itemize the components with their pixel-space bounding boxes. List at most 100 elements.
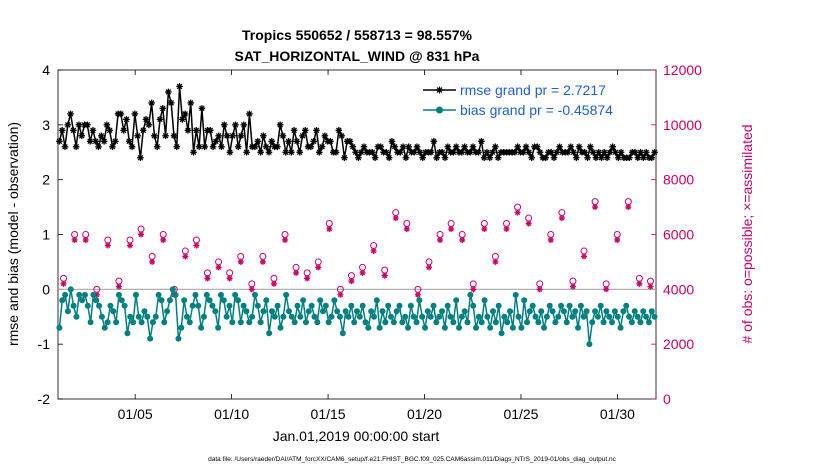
rmse-point (193, 127, 200, 134)
rmse-point (567, 143, 575, 151)
rmse-point (427, 148, 435, 156)
rmse-point-stroke (369, 149, 376, 156)
rmse-point-stroke (84, 122, 91, 128)
rmse-point (458, 148, 466, 156)
rmse-point (142, 116, 150, 123)
rmse-point (584, 154, 591, 162)
rmse-point (86, 137, 94, 145)
bias-point (407, 302, 414, 309)
rmse-point-stroke (196, 143, 202, 150)
obs-assimilated-point (270, 280, 277, 287)
y-left-tick-label: 3 (42, 117, 50, 133)
bias-point (643, 313, 650, 320)
rmse-point-stroke (154, 143, 160, 150)
bias-point (200, 313, 207, 320)
obs-assimilated-point-stroke (227, 275, 233, 281)
bias-point (166, 297, 173, 304)
rmse-point-stroke (350, 143, 356, 150)
bias-point (560, 308, 567, 315)
rmse-point-stroke (347, 138, 353, 145)
bias-point (509, 324, 516, 331)
rmse-point-stroke (567, 143, 574, 150)
rmse-point (162, 132, 169, 140)
obs-assimilated-point-stroke (204, 275, 211, 281)
rmse-point (595, 148, 603, 156)
rmse-point (190, 148, 197, 156)
rmse-point-stroke (514, 143, 521, 150)
rmse-point (111, 137, 119, 145)
bias-point (93, 297, 100, 304)
rmse-point-stroke (316, 149, 323, 156)
rmse-point-stroke (512, 149, 518, 156)
bias-point (339, 330, 346, 337)
bias-point (603, 308, 610, 315)
obs-assimilated-point-stroke (315, 264, 321, 270)
bias-point (592, 308, 599, 315)
rmse-point-stroke (626, 154, 633, 161)
rmse-point-stroke (238, 133, 244, 139)
rmse-point-stroke (584, 154, 591, 161)
rmse-point-stroke (266, 149, 272, 156)
rmse-point (61, 143, 69, 151)
rmse-point (399, 143, 407, 151)
rmse-point (209, 143, 217, 151)
rmse-layer (56, 83, 658, 162)
bias-point (577, 302, 584, 309)
rmse-point (201, 143, 209, 151)
obs-assimilated-point (126, 242, 133, 249)
bias-point (620, 308, 627, 315)
bias-point (359, 302, 366, 309)
bias-point (277, 324, 284, 331)
bias-point (365, 324, 372, 331)
rmse-point-stroke (405, 143, 412, 150)
rmse-point-stroke (338, 133, 345, 139)
legend-bias-marker (436, 106, 443, 114)
bias-point (64, 308, 71, 315)
rmse-point (575, 143, 583, 151)
rmse-point (276, 121, 284, 129)
bias-point (555, 313, 562, 320)
rmse-point (377, 143, 385, 151)
rmse-point-stroke (288, 149, 295, 156)
bias-point (96, 302, 103, 309)
rmse-point (547, 148, 555, 156)
rmse-point (349, 143, 357, 151)
bias-point (70, 302, 77, 309)
rmse-point (288, 148, 295, 156)
rmse-point (609, 143, 616, 151)
bias-point (575, 324, 582, 331)
bias-point (439, 308, 446, 315)
obs-assimilated-point (514, 209, 521, 216)
bias-point (260, 308, 267, 315)
x-tick-label: 01/05 (118, 406, 153, 422)
rmse-point-stroke (257, 149, 264, 156)
bias-point (104, 319, 111, 326)
obs-assimilated-point (149, 258, 156, 265)
rmse-point (64, 121, 72, 129)
legend: rmse grand pr = 2.7217 bias grand pr = -… (419, 77, 653, 123)
bias-point (538, 308, 545, 315)
rmse-point (89, 127, 97, 134)
rmse-point (315, 148, 323, 156)
bias-point (583, 308, 590, 315)
bias-point (237, 319, 244, 326)
rmse-point-stroke (492, 143, 499, 150)
bias-point (98, 313, 105, 320)
tick-layer: 01/05 01/10 01/15 01/20 01/25 01/30-2-1012340… (38, 62, 703, 422)
y-left-tick-label: 0 (42, 281, 50, 297)
obs-assimilated-point-stroke (260, 259, 266, 265)
x-tick-label: 01/15 (311, 406, 346, 422)
rmse-point (433, 154, 440, 162)
bias-point (464, 319, 471, 326)
bias-point (127, 313, 134, 320)
rmse-point-stroke (162, 133, 169, 139)
rmse-point-stroke (282, 149, 289, 156)
rmse-point-stroke (274, 143, 281, 150)
bias-point (155, 291, 162, 298)
bias-point (444, 302, 451, 309)
rmse-point (302, 127, 309, 134)
obs-layer (60, 198, 654, 298)
obs-assimilated-point (569, 283, 576, 290)
obs-assimilated-point-stroke (448, 226, 454, 232)
bias-point (413, 319, 420, 326)
